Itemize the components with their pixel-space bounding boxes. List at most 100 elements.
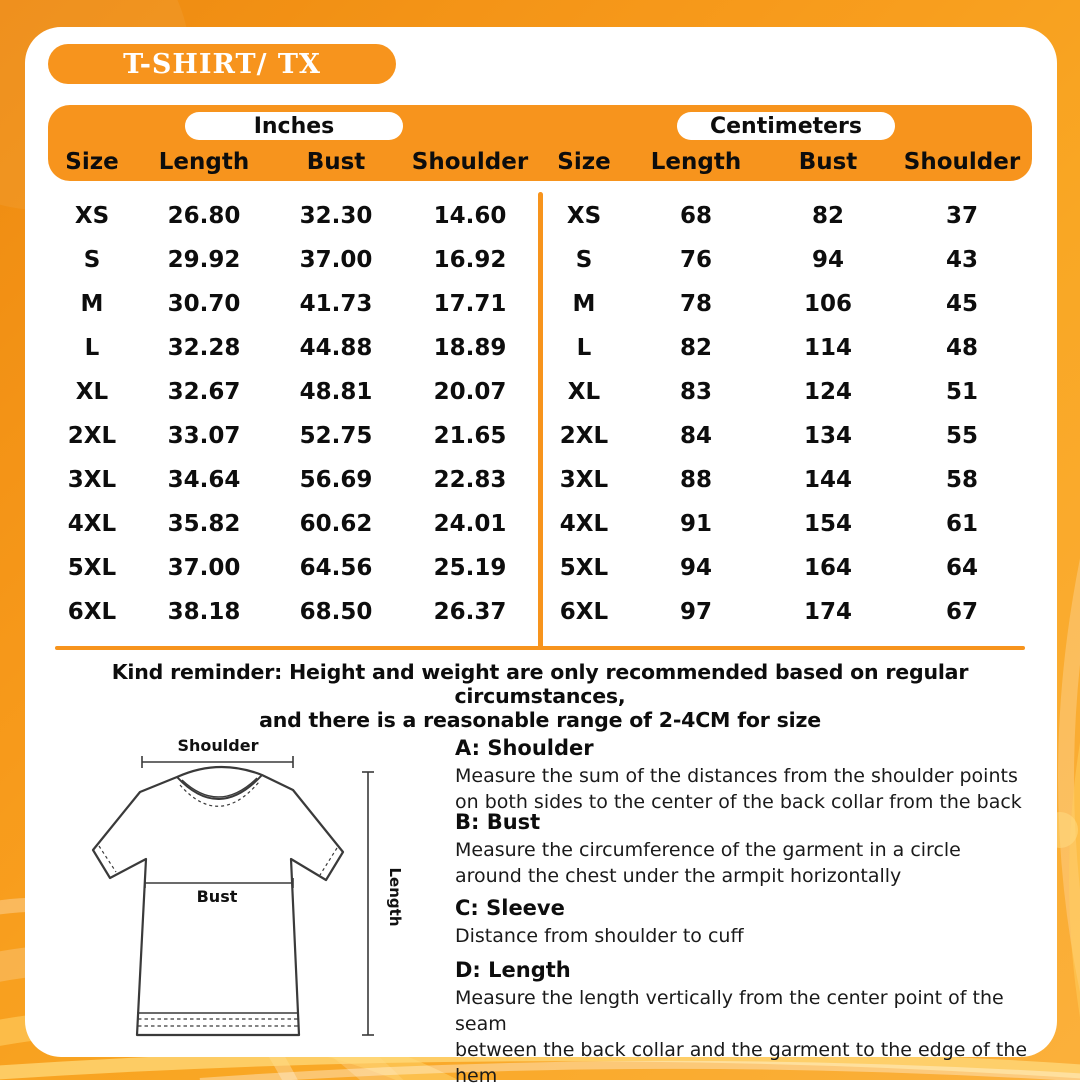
length-label: Length — [386, 868, 404, 927]
table-row: 3XL 34.64 56.69 22.83 — [48, 458, 540, 502]
centimeters-column-headers: Size Length Bust Shoulder — [540, 145, 1032, 179]
column-header-shoulder: Shoulder — [411, 149, 529, 175]
table-cell: 17.71 — [433, 291, 507, 317]
table-cell: 82 — [679, 335, 712, 361]
table-cell: 97 — [679, 599, 712, 625]
guide-title: C: Sleeve — [455, 896, 565, 920]
table-cell: 48 — [945, 335, 978, 361]
table-row: 3XL 88 144 58 — [540, 458, 1032, 502]
table-cell: 174 — [803, 599, 852, 625]
table-cell: 88 — [679, 467, 712, 493]
table-cell: 3XL — [67, 467, 117, 493]
table-cell: 29.92 — [167, 247, 241, 273]
shoulder-measure-line — [141, 756, 294, 768]
table-cell: 37.00 — [299, 247, 373, 273]
table-cell: 154 — [803, 511, 852, 537]
table-row: S 29.92 37.00 16.92 — [48, 238, 540, 282]
table-cell: 43 — [945, 247, 978, 273]
table-cell: 21.65 — [433, 423, 507, 449]
measurement-guide: A: Shoulder Measure the sum of the dista… — [455, 0, 1035, 1087]
inches-table: XS 26.80 32.30 14.60 S 29.92 37.00 16.92 M 30.70 4… — [48, 194, 540, 634]
guide-description: Distance from shoulder to cuff — [455, 925, 744, 947]
table-cell: 91 — [679, 511, 712, 537]
bust-label: Bust — [197, 887, 238, 906]
tshirt-diagram: Shoulder Bust Length — [86, 730, 431, 1055]
column-header-size: Size — [557, 149, 611, 175]
table-cell: 68.50 — [299, 599, 373, 625]
table-cell: 35.82 — [167, 511, 241, 537]
column-header-bust: Bust — [306, 149, 366, 175]
centimeters-unit-label: Centimeters — [709, 113, 862, 139]
tshirt-outline — [91, 765, 345, 1037]
table-cell: XS — [74, 203, 110, 229]
centimeters-table: XS 68 82 37 S 76 94 43 M 78 106 45 L 82 114 48 XL 83 124 51… — [540, 194, 1032, 634]
table-cell: 64.56 — [299, 555, 373, 581]
table-cell: 94 — [811, 247, 844, 273]
table-cell: 67 — [945, 599, 978, 625]
column-header-shoulder: Shoulder — [903, 149, 1021, 175]
table-row: XS 68 82 37 — [540, 194, 1032, 238]
table-cell: 37.00 — [167, 555, 241, 581]
column-header-size: Size — [65, 149, 119, 175]
table-cell: 45 — [945, 291, 978, 317]
table-cell: 38.18 — [167, 599, 241, 625]
table-cell: M — [572, 291, 596, 317]
table-cell: 32.28 — [167, 335, 241, 361]
table-cell: L — [84, 335, 100, 361]
table-cell: 6XL — [559, 599, 609, 625]
horizontal-divider — [55, 646, 1025, 650]
length-measure-line — [362, 771, 374, 1036]
table-row: L 32.28 44.88 18.89 — [48, 326, 540, 370]
table-cell: 2XL — [559, 423, 609, 449]
table-cell: 134 — [803, 423, 852, 449]
table-cell: 5XL — [559, 555, 609, 581]
table-cell: 30.70 — [167, 291, 241, 317]
table-cell: 6XL — [67, 599, 117, 625]
table-cell: 24.01 — [433, 511, 507, 537]
table-cell: 25.19 — [433, 555, 507, 581]
table-row: XL 83 124 51 — [540, 370, 1032, 414]
table-cell: 144 — [803, 467, 852, 493]
table-cell: 64 — [945, 555, 978, 581]
guide-item-bust: B: Bust Measure the circumference of the… — [455, 810, 1035, 889]
table-cell: 55 — [945, 423, 978, 449]
guide-description: Measure the length vertically from the c… — [455, 987, 1028, 1087]
table-cell: 124 — [803, 379, 852, 405]
table-cell: 58 — [945, 467, 978, 493]
table-cell: 164 — [803, 555, 852, 581]
table-cell: 61 — [945, 511, 978, 537]
table-cell: 82 — [811, 203, 844, 229]
table-cell: 48.81 — [299, 379, 373, 405]
table-cell: 68 — [679, 203, 712, 229]
column-header-bust: Bust — [798, 149, 858, 175]
guide-title: A: Shoulder — [455, 736, 594, 760]
table-row: 6XL 97 174 67 — [540, 590, 1032, 634]
table-cell: 84 — [679, 423, 712, 449]
guide-item-length: D: Length Measure the length vertically … — [455, 958, 1035, 1089]
guide-title: D: Length — [455, 958, 571, 982]
table-row: 5XL 37.00 64.56 25.19 — [48, 546, 540, 590]
inches-unit-label: Inches — [253, 113, 335, 139]
guide-item-shoulder: A: Shoulder Measure the sum of the dista… — [455, 736, 1035, 815]
table-cell: S — [575, 247, 593, 273]
tshirt-drawing: Shoulder Bust Length — [91, 736, 404, 1037]
title-pill: T-SHIRT/ TX — [48, 44, 396, 84]
bust-measure-line — [144, 878, 294, 888]
table-row: XS 26.80 32.30 14.60 — [48, 194, 540, 238]
table-row: M 30.70 41.73 17.71 — [48, 282, 540, 326]
column-header-length: Length — [650, 149, 742, 175]
table-cell: 26.37 — [433, 599, 507, 625]
table-cell: M — [80, 291, 104, 317]
table-row: M 78 106 45 — [540, 282, 1032, 326]
table-cell: 33.07 — [167, 423, 241, 449]
table-cell: 2XL — [67, 423, 117, 449]
table-cell: 32.30 — [299, 203, 373, 229]
centimeters-unit-pill: Centimeters — [677, 112, 895, 140]
guide-item-sleeve: C: Sleeve Distance from shoulder to cuff — [455, 896, 1035, 949]
table-cell: S — [83, 247, 101, 273]
page-title: T-SHIRT/ TX — [123, 48, 321, 80]
table-cell: 4XL — [559, 511, 609, 537]
table-cell: XL — [75, 379, 109, 405]
shoulder-label: Shoulder — [178, 736, 259, 755]
table-cell: 60.62 — [299, 511, 373, 537]
